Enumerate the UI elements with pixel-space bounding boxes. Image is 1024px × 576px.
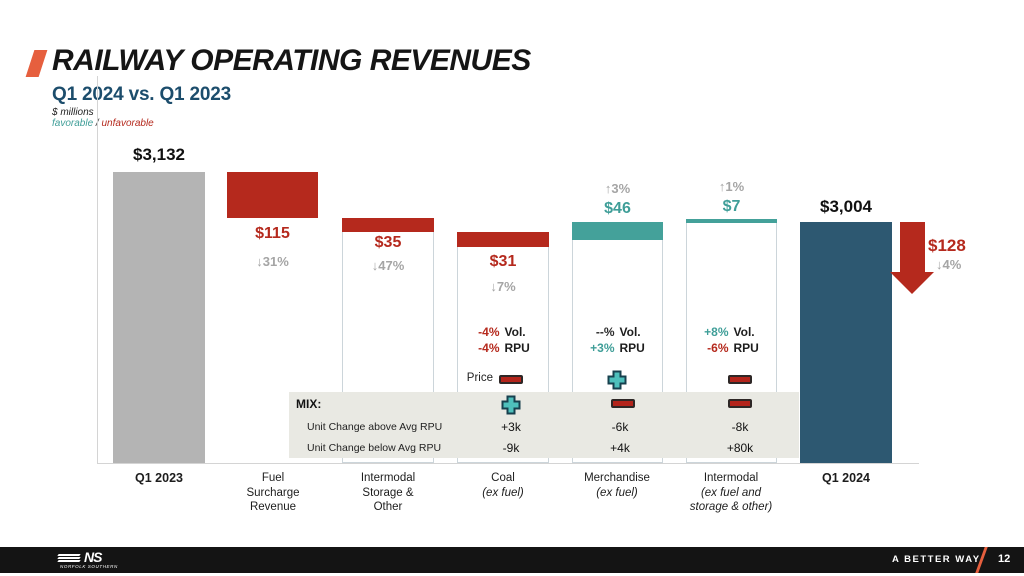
intermodal-rpu-label: RPU bbox=[733, 341, 759, 355]
x-label-q1-2024: Q1 2024 bbox=[789, 471, 903, 486]
bar-coal bbox=[457, 232, 549, 247]
mix-above-coal: +3k bbox=[501, 420, 521, 434]
x-label-line: Fuel bbox=[261, 472, 285, 484]
coal-rpu-pct: -4% bbox=[478, 341, 500, 355]
pct-merchandise: ↑3% bbox=[604, 181, 631, 196]
merchandise-rpu-label: RPU bbox=[619, 341, 645, 355]
minus-icon bbox=[728, 375, 752, 384]
baseline bbox=[97, 463, 919, 464]
pct-intermodal: ↑1% bbox=[718, 179, 745, 194]
bar-q1-2023 bbox=[113, 172, 205, 463]
y-axis-line bbox=[97, 76, 98, 464]
x-label-subline: storage & other) bbox=[689, 501, 773, 513]
pct-coal: ↓7% bbox=[490, 279, 516, 294]
intermodal-vol-pct: +8% bbox=[704, 325, 729, 339]
coal-rpu-label: RPU bbox=[504, 341, 530, 355]
bar-merchandise bbox=[572, 222, 663, 240]
subtitle: Q1 2024 vs. Q1 2023 bbox=[52, 84, 231, 105]
x-label-line: Q1 2023 bbox=[135, 471, 183, 485]
net-change-value: $128 bbox=[928, 236, 966, 255]
merchandise-vol-pct: --% bbox=[595, 325, 615, 339]
x-label-line: Intermodal bbox=[703, 472, 759, 484]
footer-bar bbox=[0, 547, 1024, 573]
logo-company-name: NORFOLK SOUTHERN bbox=[60, 564, 118, 569]
x-label-line: Surcharge bbox=[246, 486, 300, 499]
minus-icon bbox=[728, 399, 752, 408]
volrpu-intermodal: +8% Vol. -6% RPU bbox=[686, 324, 778, 356]
logo-ns-text: NS bbox=[84, 549, 102, 565]
mix-box bbox=[289, 392, 799, 458]
coal-vol-label: Vol. bbox=[504, 325, 526, 339]
bar-fuel-surcharge bbox=[227, 172, 318, 218]
mix-row-below-label: Unit Change below Avg RPU bbox=[307, 442, 442, 454]
x-label-line: Other bbox=[373, 501, 403, 513]
value-coal: $31 bbox=[489, 253, 517, 270]
x-label-line: Coal bbox=[491, 472, 515, 484]
mix-row-above-label: Unit Change above Avg RPU bbox=[307, 421, 443, 433]
volrpu-coal: -4% Vol. -4% RPU bbox=[457, 324, 549, 356]
x-label-subline: (ex fuel) bbox=[482, 486, 524, 499]
title-slash-icon bbox=[25, 50, 48, 77]
units-note: $ millions bbox=[52, 107, 94, 118]
plus-icon bbox=[607, 370, 627, 390]
mix-above-intermodal: -8k bbox=[731, 420, 749, 434]
down-arrow-icon bbox=[900, 222, 925, 273]
coal-vol-pct: -4% bbox=[478, 325, 500, 339]
value-intermodal: $7 bbox=[722, 198, 741, 215]
bar-intermodal bbox=[686, 219, 777, 223]
x-label-line: Intermodal bbox=[360, 472, 416, 484]
logo-speed-lines-icon bbox=[57, 554, 81, 564]
x-label-intermodal-storage: Intermodal Storage & Other bbox=[331, 471, 445, 515]
x-label-line: Revenue bbox=[249, 501, 297, 513]
intermodal-rpu-pct: -6% bbox=[707, 341, 729, 355]
bar-intermodal-storage bbox=[342, 218, 434, 232]
bar-q1-2024 bbox=[800, 222, 892, 463]
x-label-subline: (ex fuel) bbox=[596, 486, 638, 499]
mix-label: MIX: bbox=[296, 397, 322, 411]
volrpu-merchandise: --% Vol. +3% RPU bbox=[572, 324, 664, 356]
net-change-pct: ↓4% bbox=[936, 257, 962, 272]
footer-tagline: A BETTER WAY bbox=[892, 554, 981, 565]
x-label-intermodal: Intermodal (ex fuel and storage & other) bbox=[674, 471, 788, 515]
price-row-label: Price bbox=[466, 372, 493, 384]
legend-favorable: favorable bbox=[52, 118, 94, 129]
page-number: 12 bbox=[998, 553, 1011, 565]
page-title: RAILWAY OPERATING REVENUES bbox=[52, 44, 531, 77]
mix-above-merchandise: -6k bbox=[611, 420, 629, 434]
minus-icon bbox=[499, 375, 523, 384]
x-label-coal: Coal (ex fuel) bbox=[446, 471, 560, 500]
x-label-subline: (ex fuel and bbox=[700, 486, 762, 499]
x-label-line: Storage & bbox=[362, 486, 414, 499]
x-label-line: Merchandise bbox=[584, 472, 650, 484]
intermodal-vol-label: Vol. bbox=[733, 325, 755, 339]
x-label-q1-2023: Q1 2023 bbox=[102, 471, 216, 486]
value-q1-2023: $3,132 bbox=[133, 145, 185, 164]
norfolk-southern-logo: NS NORFOLK SOUTHERN bbox=[57, 549, 178, 571]
merchandise-rpu-pct: +3% bbox=[590, 341, 615, 355]
merchandise-vol-label: Vol. bbox=[619, 325, 641, 339]
mix-below-coal: -9k bbox=[502, 441, 520, 455]
legend-unfavorable: unfavorable bbox=[101, 118, 154, 129]
plus-icon bbox=[501, 395, 521, 415]
pct-intermodal-storage: ↓47% bbox=[371, 258, 405, 273]
x-label-merchandise: Merchandise (ex fuel) bbox=[560, 471, 674, 500]
minus-icon bbox=[611, 399, 635, 408]
x-label-line: Q1 2024 bbox=[822, 471, 870, 485]
value-merchandise: $46 bbox=[604, 200, 631, 217]
value-intermodal-storage: $35 bbox=[374, 234, 402, 251]
mix-below-intermodal: +80k bbox=[726, 441, 754, 455]
mix-below-merchandise: +4k bbox=[610, 441, 630, 455]
down-arrow-head-icon bbox=[890, 272, 934, 294]
favorable-unfavorable-legend: favorable / unfavorable bbox=[52, 118, 154, 129]
x-label-fuel-surcharge: Fuel Surcharge Revenue bbox=[216, 471, 330, 515]
pct-fuel-surcharge: ↓31% bbox=[256, 254, 289, 269]
value-q1-2024: $3,004 bbox=[820, 197, 872, 216]
value-fuel-surcharge: $115 bbox=[255, 225, 290, 242]
